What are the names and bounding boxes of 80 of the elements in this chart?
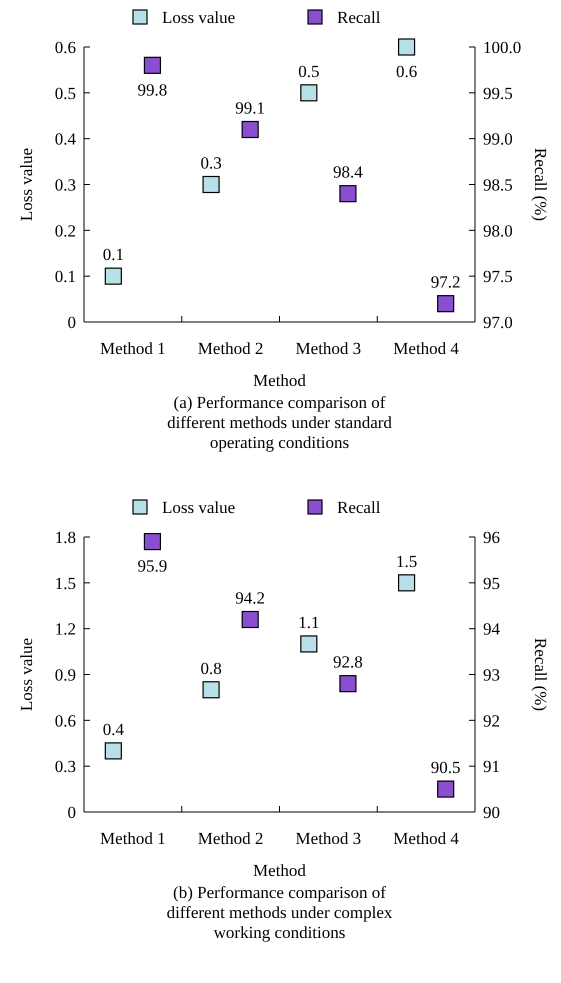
y2-tick-label: 92 [483,711,500,730]
text: (b) Performance comparison of different methods under complex working conditions [166,883,393,942]
data-label: 99.1 [235,98,266,118]
y-tick-label: 0.1 [54,267,76,286]
point [339,185,357,202]
x-axis-title: Method [253,861,306,880]
point [300,635,318,653]
point [437,295,454,312]
data-label: 95.9 [138,556,168,576]
data-label: 0.8 [200,658,222,678]
data-label: 0.6 [396,62,418,81]
y2-tick-label: 93 [483,665,500,684]
y-tick-label: 0.3 [54,757,76,776]
point [104,742,122,760]
data-label: 90.5 [430,758,461,778]
point [104,268,122,285]
point [398,38,416,56]
y-tick-label: 0.6 [54,711,76,730]
y-axis-title: Loss value [17,638,36,712]
point [398,574,416,592]
x-tick-label: Method 4 [393,339,460,358]
y-tick-label: 0 [68,312,76,332]
y2-tick-label: 99.5 [483,84,513,103]
y-tick-label: 0.3 [54,175,76,194]
y-tick-label: 0.9 [54,665,76,684]
point [144,532,162,550]
x-tick-label: Method 1 [100,339,166,358]
y2-tick-label: 94 [483,620,500,639]
x-tick-label: Method 1 [100,829,166,848]
y2-tick-label: 95 [483,574,500,593]
legend-label: Recall [337,8,381,27]
y2-axis-title: Recall (%) [531,148,550,222]
y2-tick-label: 97.5 [483,267,513,286]
y-tick-label: 0.4 [54,130,76,149]
y2-tick-label: 99.0 [483,130,513,149]
point [144,56,162,74]
y2-tick-label: 100.0 [483,38,522,57]
y-tick-label: 1.2 [54,620,76,639]
data-label: 97.2 [430,272,461,292]
y-axis-title: Loss value [17,148,36,222]
x-tick-label: Method 2 [198,829,264,848]
y-tick-label: 0.2 [54,221,76,240]
point [300,84,318,102]
data-label: 1.1 [298,612,320,632]
data-label: 0.5 [298,62,320,81]
y2-axis-title: Recall (%) [531,638,550,712]
point [437,780,454,798]
x-tick-label: Method 2 [198,339,264,358]
point [242,610,259,628]
point [202,681,220,698]
text: (a) Performance comparison of different methods under standard operating conditions [167,393,392,452]
y2-tick-label: 98.5 [483,175,513,194]
legend-label: Recall [337,498,381,517]
data-label: 99.8 [138,80,168,100]
legend-label: Loss value [162,8,236,27]
legend-label: Loss value [162,498,236,517]
y-tick-label: 0.5 [54,84,76,103]
y-tick-label: 1.8 [54,528,76,547]
y2-tick-label: 98.0 [483,221,513,240]
y-tick-label: 1.5 [54,574,76,593]
data-label: 1.5 [396,552,418,571]
data-label: 94.2 [235,588,266,608]
y-tick-label: 0.6 [54,38,76,57]
x-axis-title: Method [253,371,306,390]
point [339,675,357,692]
point [242,120,259,138]
data-label: 0.1 [102,245,124,264]
point [202,176,220,194]
y2-tick-label: 97.0 [483,312,513,332]
x-tick-label: Method 3 [296,829,362,848]
y2-tick-label: 91 [483,757,500,776]
data-label: 0.4 [102,720,124,739]
y2-tick-label: 90 [483,802,500,822]
data-label: 0.3 [200,154,222,172]
y2-tick-label: 96 [483,528,500,547]
data-label: 92.8 [333,652,363,672]
y-tick-label: 0 [68,802,76,822]
x-tick-label: Method 4 [393,829,460,848]
data-label: 98.4 [333,162,364,182]
x-tick-label: Method 3 [296,339,362,358]
